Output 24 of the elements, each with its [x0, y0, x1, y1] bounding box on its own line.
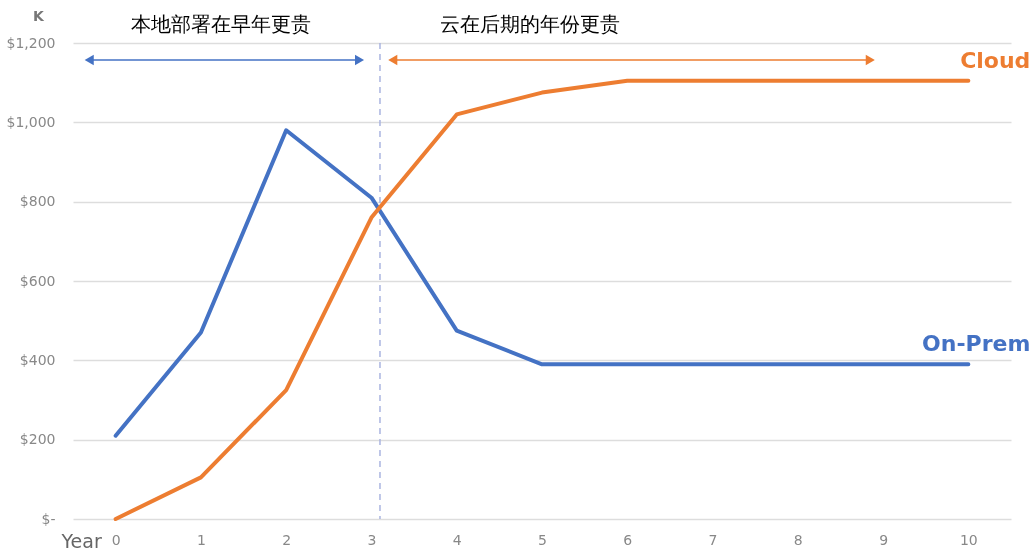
y-tick-label: $-: [41, 510, 56, 527]
x-tick-label: 2: [282, 531, 292, 548]
x-tick-label: 1: [196, 531, 206, 548]
text: 本地部署在早年更贵: [131, 12, 312, 36]
x-tick-label: 8: [793, 531, 803, 548]
y-tick-label: $1,200: [6, 34, 56, 51]
x-axis-title: Year: [60, 529, 102, 552]
y-tick-label: $600: [19, 272, 56, 289]
x-tick-label: 5: [538, 531, 547, 548]
y-tick-label: $1,000: [6, 113, 56, 130]
series-label: Cloud: [960, 47, 1031, 73]
y-axis-title: K: [33, 7, 46, 24]
x-tick-label: 6: [623, 531, 633, 548]
x-tick-label: 9: [879, 531, 889, 548]
y-tick-label: $400: [19, 351, 56, 368]
x-tick-label: 10: [959, 531, 978, 548]
text: 云在后期的年份更贵: [440, 12, 621, 36]
y-tick-label: $200: [19, 431, 56, 448]
y-tick-label: $800: [19, 193, 56, 210]
x-tick-label: 0: [111, 531, 121, 548]
series-label: On-Prem: [922, 331, 1031, 357]
x-tick-label: 4: [452, 531, 462, 548]
x-tick-label: 7: [708, 531, 718, 548]
x-tick-label: 3: [367, 531, 377, 548]
